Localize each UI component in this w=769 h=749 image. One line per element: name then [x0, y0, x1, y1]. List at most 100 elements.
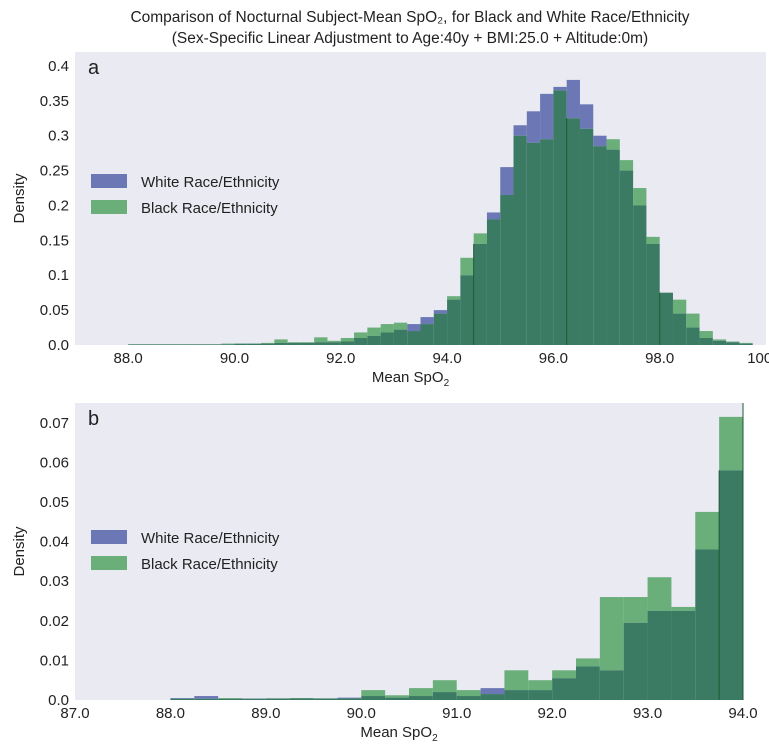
black-bar-excess: [686, 313, 700, 328]
overlap-bar: [633, 205, 647, 345]
overlap-bar: [194, 698, 219, 700]
figure-title-line2: (Sex-Specific Linear Adjustment to Age:4…: [172, 30, 648, 47]
legend-label: White Race/Ethnicity: [141, 530, 280, 547]
black-bar-excess: [672, 299, 687, 314]
overlap-bar: [289, 698, 314, 700]
black-bar-excess: [340, 338, 355, 342]
legend-label: Black Race/Ethnicity: [141, 200, 278, 217]
black-bar-excess: [432, 680, 457, 693]
black-bar-excess: [409, 688, 433, 697]
overlap-bar: [218, 698, 242, 700]
y-tick-label: 0.06: [40, 454, 69, 471]
overlap-bar: [540, 139, 554, 345]
overlap-bar: [181, 344, 195, 345]
x-tick-label: 96.0: [539, 350, 568, 367]
y-axis-label: Density: [11, 526, 28, 577]
overlap-bar: [154, 344, 169, 345]
overlap-bar: [313, 698, 338, 700]
overlap-bar: [726, 342, 740, 345]
white-bar-excess: [480, 688, 505, 695]
overlap-bar: [579, 128, 594, 345]
overlap-bar: [553, 90, 567, 345]
overlap-bar: [407, 331, 421, 345]
black-bar-excess: [385, 695, 409, 698]
overlap-bar: [695, 549, 720, 700]
histogram-bars: [170, 416, 743, 700]
white-bar-excess: [540, 93, 554, 140]
black-bar-excess: [623, 597, 648, 623]
y-tick-label: 0.15: [40, 232, 69, 249]
overlap-bar: [712, 340, 727, 345]
overlap-bar: [671, 610, 696, 700]
y-tick-label: 0.05: [40, 302, 69, 319]
overlap-bar: [473, 243, 487, 345]
x-tick-label: 88.0: [156, 705, 185, 722]
black-bar-excess: [576, 658, 600, 667]
overlap-bar: [659, 292, 673, 345]
overlap-bar: [265, 698, 290, 700]
white-bar-excess: [500, 167, 514, 196]
overlap-bar: [513, 135, 527, 345]
y-tick-label: 0.4: [48, 58, 69, 75]
x-tick-label: 98.0: [645, 350, 674, 367]
white-bar-excess: [513, 125, 527, 136]
overlap-bar: [480, 694, 505, 700]
black-bar-excess: [633, 188, 647, 206]
white-bar-excess: [194, 696, 219, 699]
overlap-bar: [380, 332, 394, 345]
white-bar-excess: [407, 324, 421, 332]
x-tick-label: 94.0: [728, 705, 757, 722]
overlap-bar: [504, 690, 529, 700]
y-axis-label: Density: [11, 173, 28, 224]
y-tick-label: 0.05: [40, 494, 69, 511]
overlap-bar: [141, 344, 155, 345]
overlap-bar: [221, 344, 235, 345]
overlap-bar: [287, 342, 301, 345]
x-tick-label: 93.0: [633, 705, 662, 722]
black-bar-excess: [695, 511, 720, 550]
overlap-bar: [593, 146, 607, 345]
overlap-bar: [566, 118, 580, 345]
overlap-bar: [385, 697, 409, 700]
overlap-bar: [128, 344, 142, 345]
overlap-bar: [354, 338, 368, 345]
overlap-bar: [552, 678, 576, 700]
overlap-bar: [460, 275, 474, 345]
overlap-bar: [261, 343, 275, 345]
white-bar-excess: [486, 212, 501, 220]
black-bar-excess: [726, 341, 740, 343]
black-bar-excess: [367, 327, 381, 336]
y-tick-label: 0.03: [40, 573, 69, 590]
black-bar-excess: [447, 296, 461, 300]
black-bar-excess: [274, 339, 288, 343]
legend-swatch: [91, 530, 127, 544]
black-bar-excess: [354, 332, 368, 339]
black-bar-excess: [473, 233, 487, 244]
x-axis-label: Mean SpO2: [360, 724, 438, 744]
black-bar-excess: [327, 340, 341, 343]
overlap-bar: [234, 343, 248, 345]
black-bar-excess: [456, 690, 481, 697]
x-tick-label: 90.0: [220, 350, 249, 367]
overlap-bar: [420, 324, 434, 345]
y-tick-label: 0.0: [48, 337, 69, 354]
black-bar-excess: [380, 324, 394, 333]
legend-swatch: [91, 200, 127, 214]
black-bar-excess: [528, 680, 553, 691]
overlap-bar: [528, 690, 553, 700]
black-bar-excess: [287, 342, 301, 343]
x-tick-label: 92.0: [326, 350, 355, 367]
panel-label: b: [88, 408, 99, 430]
y-tick-label: 0.1: [48, 267, 69, 284]
x-tick-label: 100.0: [747, 350, 769, 367]
overlap-bar: [340, 341, 355, 345]
white-bar-excess: [170, 698, 195, 699]
legend: White Race/Ethnicity Black Race/Ethnicity: [91, 530, 280, 573]
overlap-bar: [361, 696, 386, 700]
x-tick-label: 94.0: [432, 350, 461, 367]
black-bar-excess: [393, 322, 408, 330]
legend-swatch: [91, 556, 127, 570]
white-bar-excess: [337, 697, 362, 699]
overlap-bar: [393, 329, 408, 345]
